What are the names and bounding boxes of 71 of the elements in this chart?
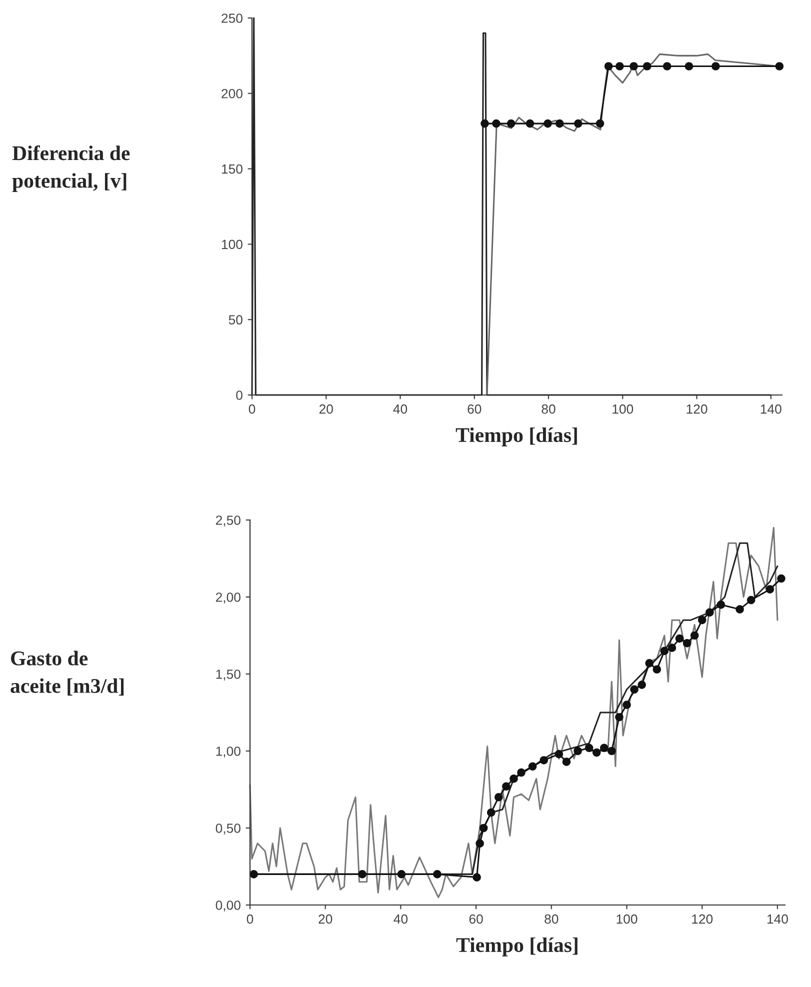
point <box>630 685 638 694</box>
x-tick-label: 140 <box>767 914 788 924</box>
point <box>622 700 631 709</box>
point <box>608 746 616 756</box>
y-tick-label: 150 <box>222 164 242 174</box>
y-tick-label: 2,50 <box>216 516 240 526</box>
point <box>540 756 548 764</box>
x-tick-label: 60 <box>468 404 482 414</box>
y-tick-label: 1,50 <box>216 670 240 680</box>
x-tick-label: 80 <box>544 914 558 924</box>
point <box>600 744 608 752</box>
point <box>592 748 601 757</box>
x-tick-label: 80 <box>542 404 556 414</box>
x-tick-label: 60 <box>469 914 483 924</box>
x-tick-label: 120 <box>686 404 708 414</box>
y-tick-label: 2,00 <box>216 592 240 604</box>
point <box>476 839 484 848</box>
x-tick-label: 40 <box>394 914 408 924</box>
y-tick-label: 200 <box>222 88 242 98</box>
point <box>528 762 537 771</box>
point <box>562 758 571 766</box>
x-tick-label: 20 <box>319 404 333 414</box>
point <box>433 870 442 878</box>
x-tick-label: 140 <box>760 404 782 414</box>
point <box>494 793 503 802</box>
point <box>250 870 258 878</box>
point <box>472 873 481 882</box>
y-tick-label: 0,50 <box>216 824 240 834</box>
point <box>675 634 684 643</box>
point <box>358 870 366 878</box>
point <box>777 574 786 583</box>
point <box>668 644 676 652</box>
point <box>698 616 706 624</box>
point <box>766 585 774 594</box>
point <box>479 824 488 832</box>
point <box>682 639 692 648</box>
point <box>660 646 669 656</box>
y-tick-label: 0,00 <box>216 900 240 912</box>
y-tick-label: 50 <box>228 315 242 325</box>
y-tick-label: 100 <box>222 240 242 250</box>
y-axis-title: Gasto de aceite [m3/d] <box>10 650 124 696</box>
x-tick-label: 40 <box>393 404 408 414</box>
point <box>615 712 624 722</box>
point <box>716 600 726 609</box>
x-axis-title: Tiempo [días] <box>456 937 578 956</box>
point <box>574 746 582 756</box>
point <box>705 608 714 617</box>
point <box>554 750 564 758</box>
point <box>652 665 662 674</box>
point <box>645 659 654 668</box>
point <box>517 768 526 777</box>
x-axis-title: Tiempo [días] <box>456 427 577 446</box>
x-tick-label: 0 <box>248 404 256 414</box>
y-tick-label: 250 <box>222 14 242 23</box>
x-tick-label: 100 <box>616 914 638 924</box>
point <box>584 744 594 752</box>
point <box>486 808 496 817</box>
point <box>690 631 699 640</box>
point <box>736 605 744 614</box>
x-tick-label: 100 <box>612 404 634 414</box>
point <box>638 680 646 689</box>
point <box>502 782 510 791</box>
x-tick-label: 0 <box>246 914 254 924</box>
x-tick-label: 20 <box>318 914 332 924</box>
point <box>510 774 518 783</box>
y-tick-label: 0 <box>236 390 242 400</box>
y-axis-title: Diferencia de potencial, [v] <box>12 145 130 192</box>
point <box>397 870 406 878</box>
y-tick-label: 1,00 <box>216 746 240 758</box>
point <box>746 596 756 604</box>
x-tick-label: 120 <box>692 914 713 924</box>
